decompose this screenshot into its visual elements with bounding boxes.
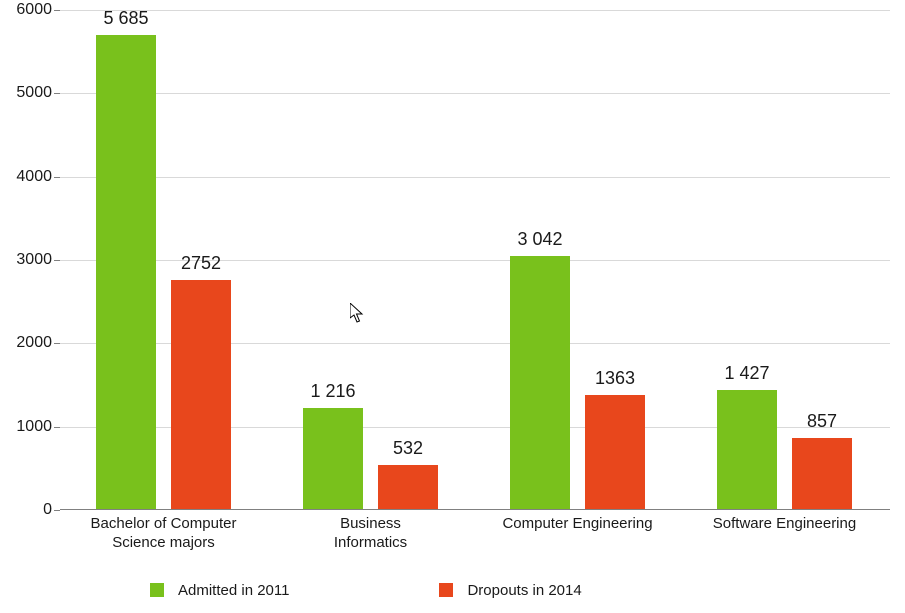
- bar-value-label: 1 216: [310, 381, 355, 408]
- x-category-label: BusinessInformatics: [267, 515, 474, 553]
- bar-value-label: 3 042: [517, 229, 562, 256]
- bar: 1 427: [717, 390, 777, 509]
- x-category-label: Bachelor of ComputerScience majors: [60, 515, 267, 553]
- x-category-label: Software Engineering: [681, 515, 888, 534]
- x-axis-labels: Bachelor of ComputerScience majorsBusine…: [60, 515, 890, 560]
- legend-swatch: [439, 583, 453, 597]
- bar-group: 1 216 532: [267, 10, 474, 509]
- legend-swatch: [150, 583, 164, 597]
- bar-value-label: 857: [807, 411, 837, 438]
- bar-value-label: 1363: [595, 368, 635, 395]
- bar-value-label: 532: [393, 438, 423, 465]
- legend-item: Admitted in 2011: [150, 575, 289, 605]
- bar: 3 042: [510, 256, 570, 510]
- y-tick-mark: [54, 510, 60, 511]
- bar-value-label: 1 427: [724, 363, 769, 390]
- plot-area: 01000200030004000500060005 68527521 2165…: [60, 10, 890, 510]
- legend-item: Dropouts in 2014: [439, 575, 581, 605]
- bar-group: 5 6852752: [60, 10, 267, 509]
- bar: 857: [792, 438, 852, 509]
- bar: 5 685: [96, 35, 156, 509]
- legend: Admitted in 2011 Dropouts in 2014: [60, 575, 890, 605]
- chart-container: 01000200030004000500060005 68527521 2165…: [0, 0, 905, 613]
- x-category-label: Computer Engineering: [474, 515, 681, 534]
- bar: 532: [378, 465, 438, 509]
- bar-group: 3 0421363: [474, 10, 681, 509]
- bar-group: 1 427857: [681, 10, 888, 509]
- bar-value-label: 5 685: [103, 8, 148, 35]
- legend-label: Dropouts in 2014: [467, 582, 581, 599]
- bar: 2752: [171, 280, 231, 509]
- legend-label: Admitted in 2011: [178, 582, 289, 599]
- bar: 1363: [585, 395, 645, 509]
- bar: 1 216: [303, 408, 363, 509]
- bar-value-label: 2752: [181, 253, 221, 280]
